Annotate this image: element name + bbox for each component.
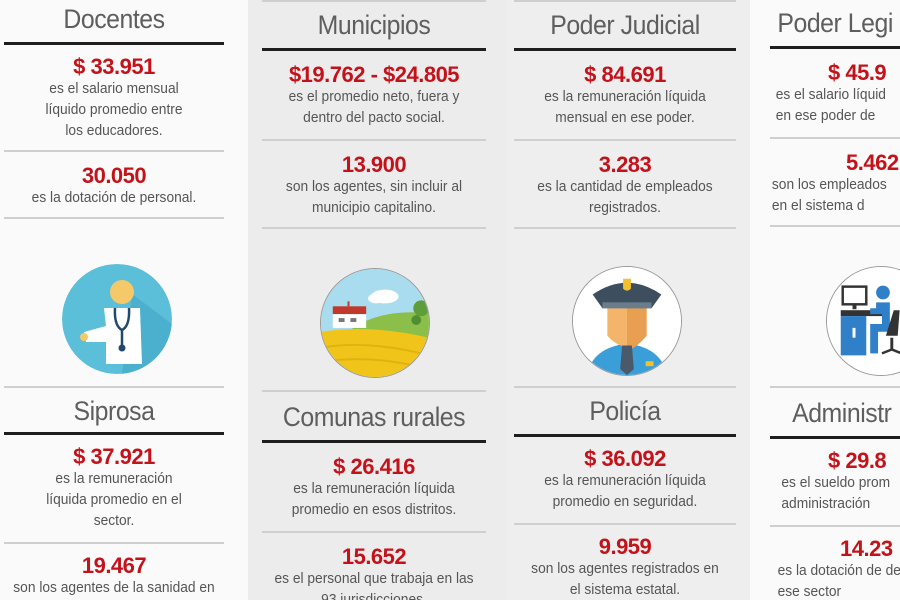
column-legislativo-administracion: Poder Legi $ 45.9 es el salario líquid e… xyxy=(750,0,900,600)
stat-value: $ 37.921 xyxy=(73,444,155,469)
section-title: Poder Legi xyxy=(777,8,893,38)
stat-description: es la remuneración líquida promedio en e… xyxy=(46,471,182,529)
title-rule xyxy=(514,434,736,437)
title-rule xyxy=(262,48,486,51)
divider xyxy=(514,0,736,2)
stat-value: $ 33.951 xyxy=(73,54,155,79)
section-title: Siprosa xyxy=(73,396,155,426)
divider xyxy=(514,139,736,141)
doctor-icon xyxy=(62,264,172,374)
section-title: Administr xyxy=(792,398,892,428)
divider xyxy=(770,137,900,139)
stat-salary: $ 26.416 es la remuneración líquida prom… xyxy=(262,455,486,525)
divider xyxy=(262,227,486,229)
divider xyxy=(514,227,736,229)
title-rule xyxy=(770,46,900,49)
divider xyxy=(770,525,900,527)
office-worker-icon xyxy=(826,266,900,376)
section-administracion: Administr $ 29.8 es el sueldo prom admin… xyxy=(770,386,900,600)
stat-value: 15.652 xyxy=(341,544,407,569)
title-rule xyxy=(4,42,224,45)
stat-value: 3.283 xyxy=(598,152,652,177)
stat-value: 14.23 xyxy=(840,536,893,561)
stat-value: $ 45.9 xyxy=(828,60,887,85)
stat-description: es la dotación de de ese sector xyxy=(777,563,900,600)
stat-staff: 19.467 son los agentes de la sanidad en … xyxy=(4,554,224,600)
column-docentes-siprosa: Docentes $ 33.951 es el salario mensual … xyxy=(0,0,248,600)
stat-value: $ 26.416 xyxy=(333,454,415,479)
title-rule xyxy=(4,432,224,435)
stat-value: 13.900 xyxy=(341,152,407,177)
stat-salary: $ 37.921 es la remuneración líquida prom… xyxy=(4,445,224,536)
stat-description: es la cantidad de empleados registrados. xyxy=(537,179,713,216)
stat-description: es la dotación de personal. xyxy=(31,190,197,206)
stat-description: es el salario líquid en ese poder de xyxy=(775,87,886,124)
column-municipios-comunas: Municipios $19.762 - $24.805 es el prome… xyxy=(248,0,506,600)
title-rule xyxy=(514,48,736,51)
stat-value: 9.959 xyxy=(598,534,652,559)
stat-value: $19.762 - $24.805 xyxy=(288,62,460,87)
stat-description: son los agentes de la sanidad en todas l… xyxy=(13,580,215,596)
section-poder-judicial: Poder Judicial $ 84.691 es la remuneraci… xyxy=(514,0,736,229)
stat-staff: 13.900 son los agentes, sin incluir al m… xyxy=(262,153,486,223)
section-policia: Policía $ 36.092 es la remuneración líqu… xyxy=(514,386,736,600)
divider xyxy=(4,386,224,388)
stat-description: es el promedio neto, fuera y dentro del … xyxy=(288,89,460,126)
stat-salary: $19.762 - $24.805 es el promedio neto, f… xyxy=(262,63,486,133)
stat-description: son los agentes registrados en el sistem… xyxy=(531,561,719,598)
divider xyxy=(262,139,486,141)
divider xyxy=(4,217,224,219)
stat-description: es el personal que trabaja en las 93 jur… xyxy=(274,571,474,600)
column-judicial-policia: Poder Judicial $ 84.691 es la remuneraci… xyxy=(506,0,750,600)
section-municipios: Municipios $19.762 - $24.805 es el prome… xyxy=(262,0,486,229)
section-title: Docentes xyxy=(63,4,165,34)
divider xyxy=(4,150,224,152)
stat-description: es la remuneración líquida promedio en e… xyxy=(291,481,457,518)
stat-description: es el sueldo prom administración xyxy=(781,475,891,512)
section-siprosa: Siprosa $ 37.921 es la remuneración líqu… xyxy=(4,386,224,600)
section-title: Policía xyxy=(589,396,661,426)
stat-description: son los agentes, sin incluir al municipi… xyxy=(285,179,463,216)
stat-staff: 30.050 es la dotación de personal. xyxy=(4,164,224,213)
section-title: Municipios xyxy=(317,10,431,40)
stat-description: es la remuneración líquida mensual en es… xyxy=(544,89,706,126)
stat-salary: $ 29.8 es el sueldo prom administración xyxy=(770,449,900,519)
stat-value: $ 29.8 xyxy=(828,448,887,473)
rural-landscape-icon xyxy=(320,268,430,378)
title-rule xyxy=(770,436,900,439)
stat-value: 5.462 xyxy=(846,150,899,175)
stat-staff: 15.652 es el personal que trabaja en las… xyxy=(262,545,486,600)
divider xyxy=(262,531,486,533)
stat-description: es la remuneración líquida promedio en s… xyxy=(544,473,706,510)
stat-salary: $ 45.9 es el salario líquid en ese poder… xyxy=(770,61,900,131)
stat-salary: $ 33.951 es el salario mensual líquido p… xyxy=(4,55,224,146)
divider xyxy=(4,542,224,544)
stat-value: 30.050 xyxy=(81,163,147,188)
divider xyxy=(262,390,486,392)
divider xyxy=(514,523,736,525)
police-officer-icon xyxy=(572,266,682,376)
divider xyxy=(262,0,486,2)
title-rule xyxy=(262,440,486,443)
section-title: Comunas rurales xyxy=(282,402,466,432)
stat-salary: $ 84.691 es la remuneración líquida mens… xyxy=(514,63,736,133)
section-docentes: Docentes $ 33.951 es el salario mensual … xyxy=(4,2,224,219)
divider xyxy=(770,225,900,227)
stat-staff: 9.959 son los agentes registrados en el … xyxy=(514,535,736,600)
stat-staff: 14.23 es la dotación de de ese sector xyxy=(770,537,900,600)
divider xyxy=(770,386,900,388)
stat-value: $ 36.092 xyxy=(584,446,666,471)
stat-value: 19.467 xyxy=(81,553,147,578)
divider xyxy=(514,386,736,388)
stat-description: son los empleados en el sistema d xyxy=(771,177,887,214)
stat-staff: 5.462 son los empleados en el sistema d xyxy=(770,151,900,221)
stat-salary: $ 36.092 es la remuneración líquida prom… xyxy=(514,447,736,517)
stat-value: $ 84.691 xyxy=(584,62,666,87)
section-comunas-rurales: Comunas rurales $ 26.416 es la remunerac… xyxy=(262,390,486,600)
stat-staff: 3.283 es la cantidad de empleados regist… xyxy=(514,153,736,223)
stat-description: es el salario mensual líquido promedio e… xyxy=(45,81,183,139)
section-title: Poder Judicial xyxy=(550,10,700,40)
section-poder-legislativo: Poder Legi $ 45.9 es el salario líquid e… xyxy=(770,6,900,227)
